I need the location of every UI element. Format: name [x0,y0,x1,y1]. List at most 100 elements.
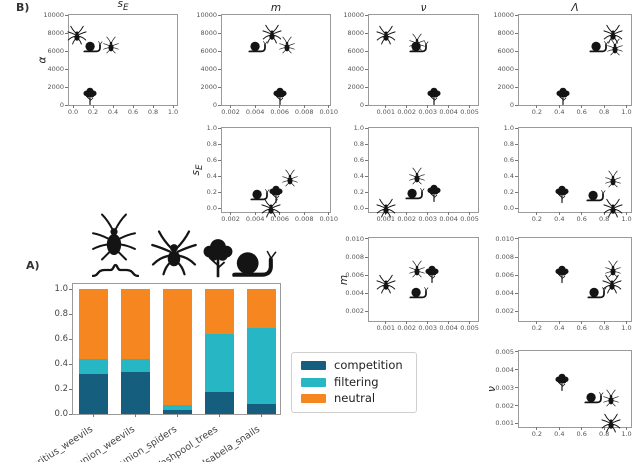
y-tick-mark [218,175,221,177]
y-tick-label: 0.004 [495,365,514,374]
y-tick-mark [515,207,518,209]
y-tick-mark [365,310,368,312]
weevil-marker [602,389,619,407]
x-tick-mark [536,105,538,108]
y-tick-mark [515,369,518,371]
y-tick-label: 0.002 [495,401,514,410]
Reunion_weevils-competition-bar [121,371,151,414]
x-tick-label: 0.2 [531,108,543,116]
y-tick-label: 0.008 [495,252,514,261]
brace-icon [92,263,139,277]
x-tick-label: 0.003 [418,108,437,116]
x-tick-mark [230,105,232,108]
y-tick-label: 8000 [47,28,64,37]
x-tick-label: 0.001 [376,108,396,116]
tree-marker [555,86,570,106]
y-tick-label: 0.010 [345,234,364,243]
y-tick-mark [365,50,368,52]
y-tick-label: 0.6 [503,155,514,164]
y-tick-label: 0.6 [353,155,364,164]
y-tick-mark [365,32,368,34]
y-tick-mark [218,191,221,193]
Washpool_trees-filtering-bar [204,334,234,392]
y-tick-label: 6000 [200,46,217,55]
y-tick-mark [515,50,518,52]
x-tick-label: 0.4 [554,324,565,332]
x-tick-mark [448,105,450,108]
y-tick-mark [218,207,221,209]
y-tick-mark [65,104,68,106]
subplot-nu-vs-m: m 0.001 0.002 0.003 0.004 0.005 0.002 0.004 0.00… [338,236,479,331]
y-tick-label: 0.0 [503,203,514,212]
weevil-marker [604,260,622,278]
y-tick-mark [69,288,72,290]
spider-marker [601,413,621,434]
y-tick-label: 0 [212,100,217,109]
y-tick-label: 0.2 [353,187,364,196]
y-tick-mark [515,292,518,294]
x-tick-mark [626,427,628,430]
y-tick-mark [515,175,518,177]
y-tick-mark [69,313,72,315]
legend-item-competition: competition [301,359,403,372]
y-tick-mark [365,292,368,294]
y-tick-label: 2000 [497,82,514,91]
spider-marker [603,24,623,44]
x-tick-mark [93,414,95,417]
y-tick-label: 0 [59,100,64,109]
x-tick-mark [581,427,583,430]
y-tick-label: 0.8 [54,309,68,319]
weevil-marker [278,36,296,54]
tree-marker [426,86,442,106]
x-tick-mark [558,321,560,324]
y-tick-mark [515,310,518,312]
x-tick-label: 1.0 [167,108,179,116]
y-tick-mark [515,14,518,16]
y-tick-mark [69,413,72,415]
y-tick-mark [515,351,518,353]
x-tick-label: 0.001 [376,215,396,223]
x-tick-mark [218,414,220,417]
y-tick-label: 1.0 [54,284,68,294]
weevil-marker [102,36,120,54]
Reunion_weevils-neutral-bar [121,289,151,359]
x-tick-label: 0.6 [576,430,587,438]
weevil-marker [281,168,298,187]
x-tick-mark [581,212,583,215]
x-tick-mark [328,105,330,108]
x-tick-label: 0.2 [531,324,543,332]
Isabela_snails-neutral-bar [246,289,276,328]
x-tick-mark [385,321,387,324]
y-tick-mark [365,238,368,240]
y-tick-label: 0.2 [503,187,514,196]
x-tick-mark [152,105,154,108]
y-tick-mark [515,86,518,88]
x-tick-label: 0.008 [294,215,314,223]
subplot-title: Λ [571,1,579,14]
x-tick-label: 0.8 [598,215,610,223]
x-tick-mark [469,321,471,324]
subplot-lam-vs-sE: 0.2 0.4 0.6 0.8 1.0 0.0 0.2 0.4 0.6 0.8 1.0 [504,125,632,222]
subplot-nu-vs-alpha: ν 0.001 0.002 0.003 0.004 0.005 0 2000 4000 6000 8… [343,2,479,115]
Isabela_snails-filtering-bar [246,327,276,404]
x-tick-label: 0.008 [294,108,314,116]
Washpool_trees-neutral-bar [204,289,234,334]
x-tick-mark [260,414,262,417]
x-tick-label: 0.004 [245,215,265,223]
weevil-icon [92,213,136,261]
Mauritius_weevils-filtering-bar [79,359,109,374]
x-tick-label: 0.003 [418,324,437,332]
x-tick-mark [626,321,628,324]
x-tick-label: 0.003 [418,215,437,223]
x-tick-mark [603,427,605,430]
y-tick-label: 2000 [200,82,217,91]
x-tick-mark [177,414,178,417]
x-tick-mark [135,414,137,417]
y-tick-label: 0.6 [206,155,217,164]
y-tick-mark [218,68,221,70]
y-tick-mark [65,50,68,52]
y-tick-mark [365,86,368,88]
spider-marker [375,198,396,218]
x-tick-label: 0.8 [147,108,159,116]
